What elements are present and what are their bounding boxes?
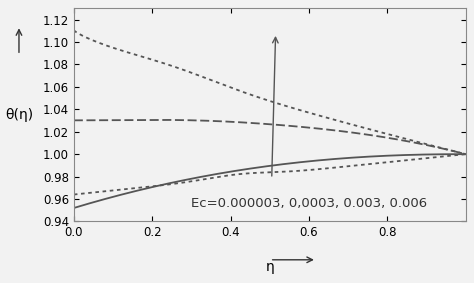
- Text: η: η: [265, 260, 274, 274]
- Text: θ(η): θ(η): [5, 108, 33, 122]
- Text: Ec=0.000003, 0,0003, 0.003, 0.006: Ec=0.000003, 0,0003, 0.003, 0.006: [191, 197, 428, 210]
